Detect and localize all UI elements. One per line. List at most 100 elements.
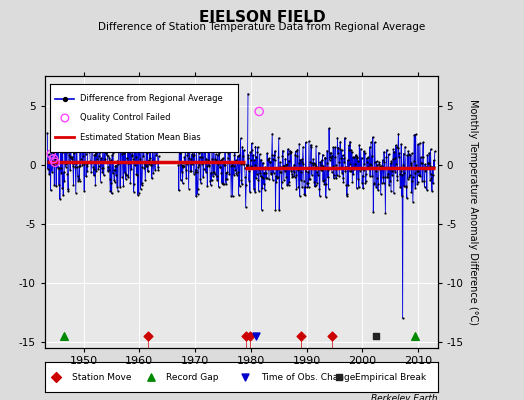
Point: [306, 159, 314, 166]
Point: [175, 142, 183, 149]
Point: [212, 157, 221, 164]
Point: [100, 147, 108, 154]
Point: [239, 147, 248, 154]
Point: [136, 186, 145, 192]
Point: [305, 176, 314, 182]
Point: [332, 166, 341, 172]
Point: [86, 159, 95, 166]
Text: Empirical Break: Empirical Break: [355, 372, 426, 382]
Point: [272, 173, 280, 180]
Point: [221, 135, 230, 142]
Point: [427, 175, 435, 182]
Point: [423, 152, 431, 158]
Point: [282, 174, 290, 180]
Point: [296, 193, 304, 199]
Point: [211, 156, 220, 162]
Point: [109, 150, 117, 156]
Point: [423, 160, 432, 167]
Point: [86, 158, 94, 164]
Point: [322, 181, 331, 188]
Point: [57, 165, 65, 171]
Point: [123, 155, 132, 161]
Point: [394, 177, 402, 184]
Point: [72, 160, 81, 166]
Point: [228, 159, 236, 166]
Point: [199, 142, 207, 148]
Point: [53, 164, 62, 171]
Point: [376, 163, 384, 169]
Point: [137, 182, 146, 188]
Point: [381, 210, 389, 216]
Point: [291, 152, 299, 158]
Point: [136, 142, 144, 149]
Point: [308, 160, 316, 166]
Point: [301, 184, 309, 190]
Point: [347, 149, 356, 156]
Point: [89, 166, 97, 172]
Point: [412, 168, 421, 174]
Point: [248, 147, 256, 154]
Point: [81, 143, 89, 150]
Point: [121, 148, 129, 155]
Point: [281, 168, 289, 174]
Point: [427, 146, 435, 152]
Point: [351, 161, 359, 168]
Point: [377, 180, 386, 186]
Point: [278, 153, 287, 159]
Point: [143, 163, 151, 169]
Point: [45, 151, 53, 158]
Point: [236, 158, 244, 165]
Point: [426, 177, 434, 183]
Point: [353, 154, 362, 160]
Point: [111, 166, 119, 173]
Point: [78, 133, 86, 140]
Point: [140, 165, 148, 172]
Point: [210, 120, 218, 126]
Point: [355, 184, 363, 191]
Point: [56, 140, 64, 147]
Point: [373, 162, 381, 168]
Point: [234, 168, 243, 175]
Point: [302, 139, 310, 146]
Text: EIELSON FIELD: EIELSON FIELD: [199, 10, 325, 25]
Point: [289, 166, 298, 172]
Point: [271, 148, 279, 154]
Point: [61, 164, 70, 170]
Point: [307, 144, 315, 150]
Point: [194, 164, 203, 170]
Point: [203, 183, 212, 189]
Point: [51, 149, 59, 155]
Point: [199, 174, 208, 180]
Point: [62, 161, 71, 167]
Point: [226, 163, 235, 170]
Point: [244, 90, 252, 97]
Point: [366, 161, 375, 168]
Point: [214, 161, 222, 168]
Y-axis label: Monthly Temperature Anomaly Difference (°C): Monthly Temperature Anomaly Difference (…: [468, 99, 478, 325]
Point: [46, 158, 54, 164]
Point: [229, 159, 237, 166]
Point: [342, 181, 351, 188]
Point: [390, 155, 399, 162]
Point: [399, 162, 407, 168]
Point: [389, 146, 398, 153]
Point: [187, 168, 195, 174]
Point: [276, 169, 284, 175]
Point: [65, 121, 73, 127]
Point: [336, 155, 345, 161]
Point: [331, 144, 339, 150]
Point: [261, 174, 270, 181]
Point: [52, 183, 60, 190]
Point: [280, 162, 289, 169]
Point: [271, 207, 280, 213]
Point: [69, 182, 78, 188]
Point: [379, 174, 387, 181]
Point: [383, 147, 391, 153]
Point: [281, 162, 290, 168]
Point: [97, 165, 106, 172]
Text: Difference from Regional Average: Difference from Regional Average: [80, 94, 223, 104]
Point: [225, 171, 234, 177]
Point: [398, 315, 407, 322]
Point: [410, 132, 419, 138]
Point: [343, 191, 352, 198]
